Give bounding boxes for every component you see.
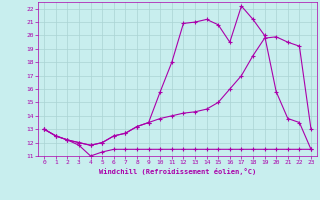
X-axis label: Windchill (Refroidissement éolien,°C): Windchill (Refroidissement éolien,°C) (99, 168, 256, 175)
